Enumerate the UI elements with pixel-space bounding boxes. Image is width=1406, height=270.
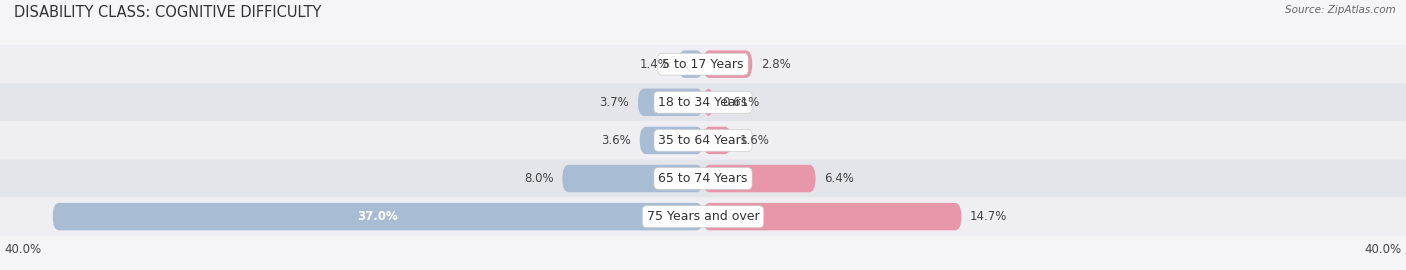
Text: 65 to 74 Years: 65 to 74 Years (658, 172, 748, 185)
FancyBboxPatch shape (0, 121, 1406, 160)
Text: 5 to 17 Years: 5 to 17 Years (662, 58, 744, 71)
Text: 6.4%: 6.4% (824, 172, 853, 185)
Text: 75 Years and over: 75 Years and over (647, 210, 759, 223)
Text: 0.61%: 0.61% (723, 96, 759, 109)
Text: 8.0%: 8.0% (524, 172, 554, 185)
FancyBboxPatch shape (703, 203, 962, 230)
FancyBboxPatch shape (53, 203, 703, 230)
FancyBboxPatch shape (703, 165, 815, 192)
Text: 40.0%: 40.0% (1365, 243, 1402, 256)
Text: 1.4%: 1.4% (640, 58, 669, 71)
Text: 14.7%: 14.7% (970, 210, 1008, 223)
FancyBboxPatch shape (640, 127, 703, 154)
Text: 18 to 34 Years: 18 to 34 Years (658, 96, 748, 109)
Text: 37.0%: 37.0% (357, 210, 398, 223)
Text: Source: ZipAtlas.com: Source: ZipAtlas.com (1285, 5, 1396, 15)
FancyBboxPatch shape (703, 50, 752, 78)
FancyBboxPatch shape (703, 89, 714, 116)
Text: 1.6%: 1.6% (740, 134, 769, 147)
FancyBboxPatch shape (562, 165, 703, 192)
FancyBboxPatch shape (0, 45, 1406, 83)
FancyBboxPatch shape (0, 198, 1406, 236)
FancyBboxPatch shape (0, 83, 1406, 121)
Text: 3.6%: 3.6% (602, 134, 631, 147)
Text: 40.0%: 40.0% (4, 243, 41, 256)
FancyBboxPatch shape (638, 89, 703, 116)
Text: 3.7%: 3.7% (599, 96, 630, 109)
Text: 2.8%: 2.8% (761, 58, 790, 71)
FancyBboxPatch shape (703, 127, 731, 154)
Text: DISABILITY CLASS: COGNITIVE DIFFICULTY: DISABILITY CLASS: COGNITIVE DIFFICULTY (14, 5, 322, 21)
Text: 35 to 64 Years: 35 to 64 Years (658, 134, 748, 147)
FancyBboxPatch shape (0, 160, 1406, 198)
FancyBboxPatch shape (678, 50, 703, 78)
